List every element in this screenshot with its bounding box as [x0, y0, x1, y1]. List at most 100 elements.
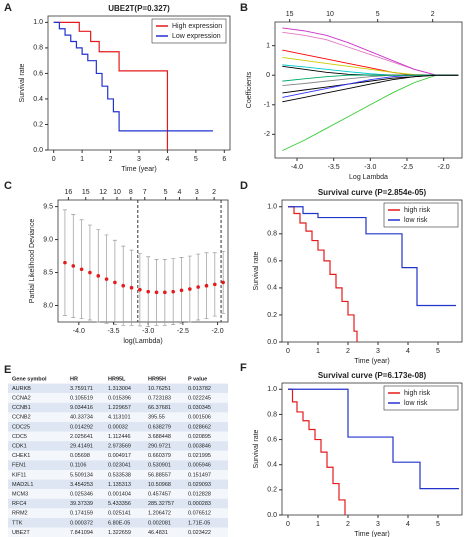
legend-label: high risk — [404, 390, 431, 397]
legend-box — [151, 18, 227, 44]
plot-frame — [281, 382, 463, 516]
top-tick-label: 7 — [143, 189, 147, 196]
plot-frame — [57, 199, 229, 323]
deviance-point — [96, 274, 101, 278]
deviance-point — [88, 270, 92, 275]
top-tick-label: 15 — [286, 11, 294, 18]
survival-curve — [288, 388, 459, 490]
table-cell: 1.71E-05 — [188, 520, 210, 526]
deviance-point — [71, 264, 76, 268]
table-cell: 6.80E-05 — [108, 520, 130, 526]
table-cell: 5.509134 — [70, 472, 93, 478]
x-tick-label: -4.0 — [73, 328, 85, 335]
deviance-point — [163, 290, 167, 295]
deviance-point — [121, 283, 126, 288]
y-tick-label: 0.8 — [267, 411, 277, 418]
chart-title: Survival curve (P=6.173e-08) — [318, 371, 427, 380]
table-row-bg — [8, 441, 228, 451]
coefficient-path — [282, 74, 459, 152]
table-cell: 0.015396 — [108, 395, 131, 401]
y-tick-label: 0.6 — [33, 70, 43, 77]
table-cell: CHEK1 — [12, 453, 30, 459]
table-cell: 290.9721 — [148, 443, 171, 449]
table-cell: 0.014292 — [70, 424, 93, 430]
deviance-point — [171, 289, 175, 294]
x-tick-label: 4 — [165, 156, 169, 163]
plot-frame — [281, 199, 463, 343]
table-cell: 46.4831 — [148, 530, 168, 536]
coefficient-path — [282, 57, 459, 76]
table-header: P value — [188, 376, 207, 382]
legend-label: High expression — [172, 23, 222, 30]
x-tick-label: 0 — [286, 348, 290, 355]
x-tick-label: 3 — [376, 521, 380, 528]
x-tick-label: 3 — [376, 348, 380, 355]
x-tick-label: 1 — [316, 521, 320, 528]
deviance-point — [138, 287, 142, 292]
table-cell: 4.113101 — [108, 415, 131, 421]
x-axis-label: Time (year) — [354, 358, 390, 365]
table-cell: 0.660379 — [148, 453, 171, 459]
x-tick-label: 1 — [80, 156, 84, 163]
table-row-bg — [8, 412, 228, 422]
x-tick-label: 5 — [436, 521, 440, 528]
x-tick-label: 2 — [346, 521, 350, 528]
x-tick-label: -3.5 — [328, 164, 340, 171]
chart-title: Survival curve (P=2.854e-05) — [318, 188, 427, 197]
table-cell: 0.002081 — [148, 520, 171, 526]
table-cell: 395.55 — [148, 415, 165, 421]
y-tick-label: 8.0 — [43, 302, 53, 309]
panel-letter: F — [240, 362, 247, 374]
panel-letter: C — [4, 180, 12, 192]
table-cell: 2.025641 — [70, 434, 93, 440]
table-cell: 0.001404 — [108, 491, 131, 497]
table-cell: 5.433356 — [108, 501, 131, 507]
y-tick-label: -1 — [264, 102, 270, 109]
y-tick-label: 0.2 — [267, 487, 277, 494]
x-tick-label: 3 — [137, 156, 141, 163]
table-cell: 0.004917 — [108, 453, 131, 459]
y-tick-label: 0.4 — [267, 462, 277, 469]
y-tick-label: 0.0 — [33, 147, 43, 154]
x-tick-label: 0 — [286, 521, 290, 528]
y-axis-label: Survival rate — [19, 63, 26, 102]
panel-letter: A — [4, 2, 12, 14]
y-tick-label: 0 — [266, 72, 270, 79]
y-tick-label: 9.5 — [43, 203, 53, 210]
table-cell: 10.50968 — [148, 482, 171, 488]
y-tick-label: 1.0 — [267, 204, 277, 211]
legend-label: low risk — [404, 400, 428, 407]
legend-box — [383, 385, 459, 411]
x-tick-label: 4 — [406, 348, 410, 355]
table-cell: 0.021995 — [188, 453, 211, 459]
y-tick-label: 1 — [266, 42, 270, 49]
y-tick-label: 0.6 — [267, 436, 277, 443]
x-axis-label: Time (year) — [121, 166, 157, 173]
table-cell: RRM2 — [12, 511, 28, 517]
y-tick-label: 0.8 — [267, 231, 277, 238]
table-cell: 0.022245 — [188, 395, 211, 401]
top-tick-label: 5 — [376, 11, 380, 18]
top-tick-label: 10 — [113, 189, 121, 196]
x-tick-label: 0 — [52, 156, 56, 163]
table-cell: 0.000283 — [188, 501, 211, 507]
table-cell: 0.003846 — [188, 443, 211, 449]
table-cell: 0.151497 — [188, 472, 211, 478]
table-cell: UBE2T — [12, 530, 30, 536]
x-tick-label: -3.0 — [142, 328, 154, 335]
table-cell: 0.076512 — [188, 511, 211, 517]
table-cell: 7.841094 — [70, 530, 93, 536]
table-cell: 10.76251 — [148, 386, 171, 392]
y-tick-label: 9.0 — [43, 236, 53, 243]
table-cell: 0.005946 — [188, 463, 211, 469]
table-cell: 56.88557 — [148, 472, 171, 478]
chart-title: UBE2T(P=0.327) — [108, 4, 170, 13]
legend-label: low risk — [404, 217, 428, 224]
table-cell: FEN1 — [12, 463, 26, 469]
table-row-bg — [8, 450, 228, 461]
table-header: HR95H — [148, 376, 166, 382]
y-tick-label: 0.2 — [33, 121, 43, 128]
x-tick-label: -3.5 — [107, 328, 119, 335]
table-cell: AURKB — [12, 386, 31, 392]
table-cell: 40.33734 — [70, 415, 93, 421]
